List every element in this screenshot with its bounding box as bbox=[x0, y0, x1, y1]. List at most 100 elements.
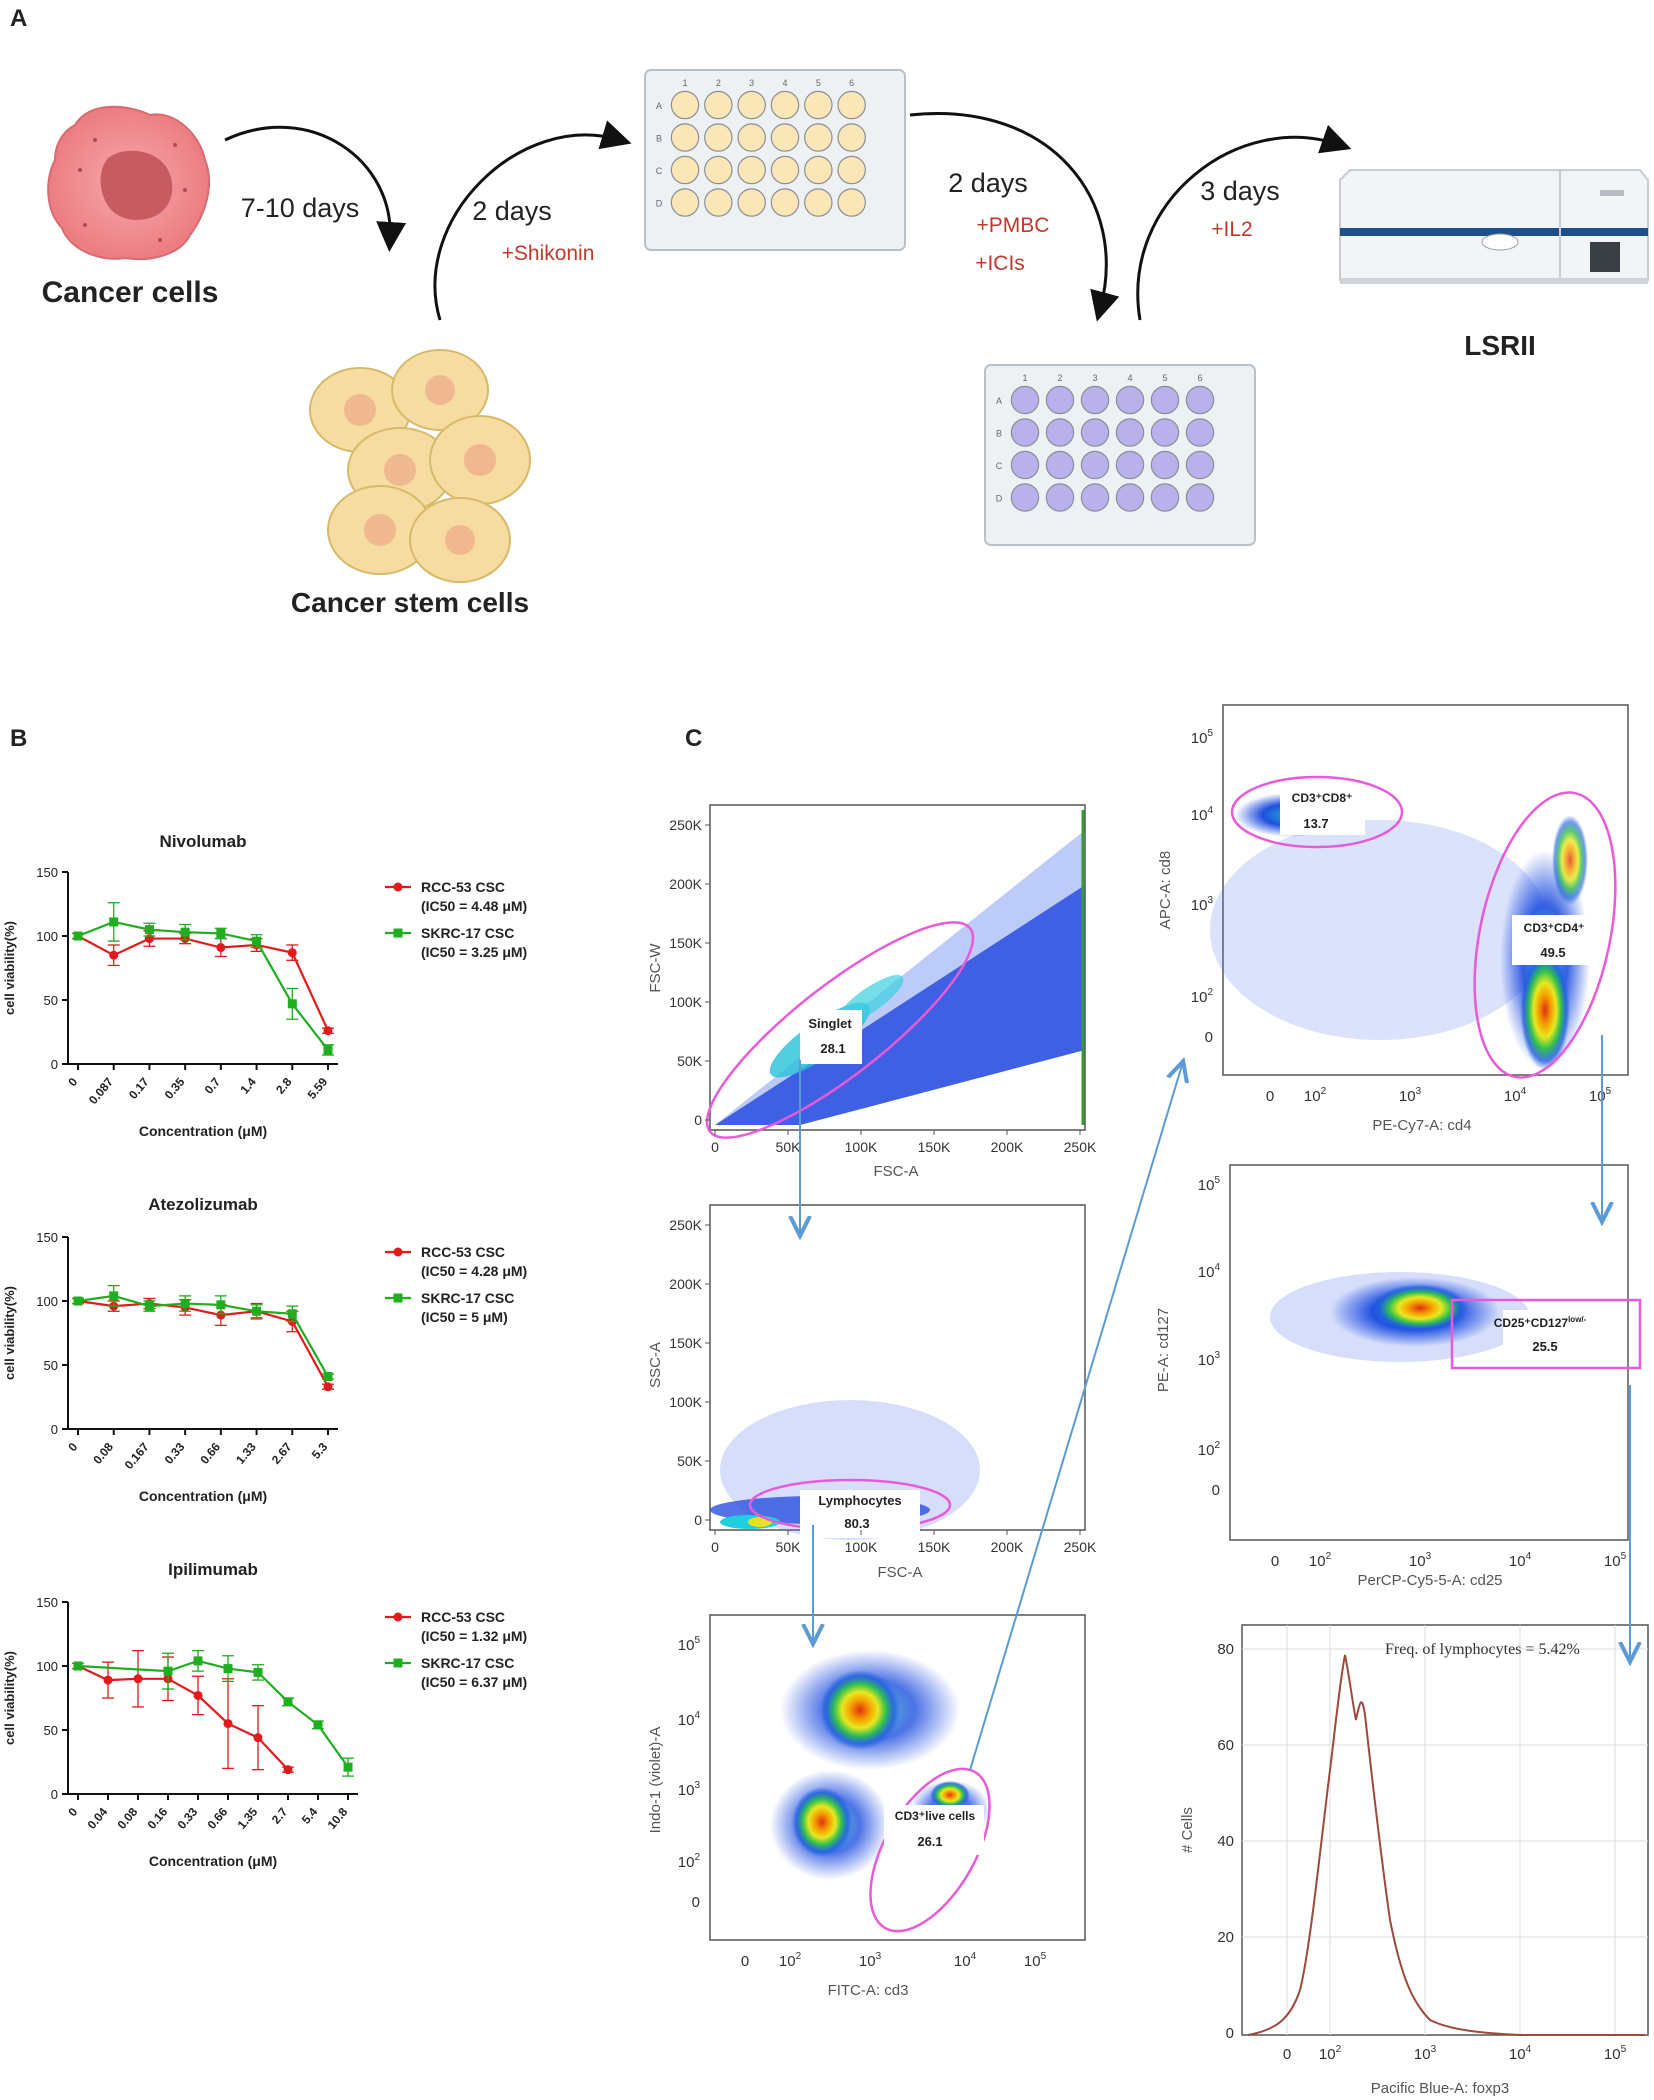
gate-box bbox=[1512, 915, 1597, 965]
flow-plot-lymphocytes: Lymphocytes 80.3 SSC-A FSC-A 0 50K 100K 150… bbox=[647, 1204, 1097, 1581]
plate-shikonin: 1 2 3 4 5 6 A B C D bbox=[644, 69, 906, 251]
plate-well bbox=[1045, 418, 1075, 447]
data-point bbox=[73, 1661, 83, 1671]
y-tick-label: 60 bbox=[1217, 1737, 1234, 1754]
data-point bbox=[180, 927, 190, 937]
plate-col-label: 1 bbox=[1022, 373, 1027, 383]
instrument-label: LSRII bbox=[1464, 330, 1536, 361]
plate-well bbox=[837, 90, 866, 120]
y-tick-label: 100 bbox=[36, 1294, 58, 1309]
data-point bbox=[287, 999, 297, 1009]
step4-add: +IL2 bbox=[1211, 218, 1252, 241]
y-axis-label: PE-A: cd127 bbox=[1155, 1308, 1172, 1392]
plate-well bbox=[1115, 418, 1145, 447]
x-tick-label: 5.3 bbox=[309, 1440, 331, 1462]
y-tick-label: 104 bbox=[678, 1710, 701, 1729]
y-axis-label: cell viability(%) bbox=[2, 1286, 17, 1380]
plate-well bbox=[737, 123, 766, 152]
gate-value: 28.1 bbox=[820, 1041, 845, 1056]
plate-well bbox=[670, 188, 700, 217]
y-tick-label: 100 bbox=[36, 929, 58, 944]
cancer-cell-illustration bbox=[47, 105, 211, 261]
cancer-stem-cells-label: Cancer stem cells bbox=[291, 587, 529, 618]
legend-ic50: (IC50 = 1.32 μM) bbox=[421, 1628, 527, 1644]
y-tick-label: 200K bbox=[669, 1276, 702, 1292]
x-tick-label: 103 bbox=[1409, 1551, 1432, 1570]
data-point bbox=[223, 1664, 233, 1674]
x-axis-label: Pacific Blue-A: foxp3 bbox=[1371, 2080, 1509, 2097]
plot-ticks: 0 102 103 104 105 0 102 103 104 105 bbox=[1191, 728, 1612, 1105]
gate-box bbox=[1503, 1310, 1603, 1360]
series-line-skrc-17-csc bbox=[77, 1659, 349, 1768]
gate-label: CD3⁺CD8⁺ bbox=[1292, 791, 1353, 805]
arrow-stem-to-plate bbox=[433, 120, 632, 321]
plate-well bbox=[770, 188, 800, 217]
data-point bbox=[216, 928, 226, 938]
x-tick-label: 250K bbox=[1064, 1139, 1097, 1155]
plate-well bbox=[1010, 418, 1040, 447]
plate-well bbox=[1185, 418, 1215, 447]
y-tick-label: 250K bbox=[669, 1217, 702, 1233]
chart-title: Nivolumab bbox=[160, 832, 247, 851]
gate-value: 49.5 bbox=[1540, 945, 1565, 960]
step2-days: 2 days bbox=[472, 196, 552, 226]
x-axis-label: PerCP-Cy5-5-A: cd25 bbox=[1357, 1572, 1502, 1589]
x-tick-label: 0.7 bbox=[202, 1075, 224, 1097]
panel-c-label: C bbox=[685, 725, 702, 752]
x-tick-label: 250K bbox=[1064, 1539, 1097, 1555]
data-point bbox=[252, 936, 262, 946]
x-axis-label: FSC-A bbox=[874, 1163, 919, 1180]
arrow-cd3-to-cd4cd8 bbox=[969, 1065, 1182, 1771]
plate-well bbox=[1045, 450, 1075, 480]
y-tick-label: 20 bbox=[1217, 1929, 1234, 1946]
y-tick-label: 250K bbox=[669, 817, 702, 833]
step1-days: 7-10 days bbox=[241, 193, 360, 223]
plate-col-label: 3 bbox=[1092, 373, 1097, 383]
gate-label: Singlet bbox=[808, 1016, 852, 1031]
panel-a-label: A bbox=[10, 5, 27, 32]
y-tick-label: 150 bbox=[36, 1595, 58, 1610]
plate-well bbox=[804, 123, 833, 152]
x-tick-label: 105 bbox=[1589, 1086, 1612, 1105]
gate-label: CD3⁺CD4⁺ bbox=[1524, 921, 1585, 935]
plate-well bbox=[670, 155, 700, 185]
panel-b: B Nivolumab 0 50 100 150 0 0.087 0.17 0.35 0.7 1.4… bbox=[2, 725, 527, 1869]
y-tick-label: 104 bbox=[1191, 805, 1214, 824]
y-axis-label: SSC-A bbox=[647, 1342, 664, 1388]
x-axis-label: PE-Cy7-A: cd4 bbox=[1372, 1117, 1471, 1134]
plate-well bbox=[1150, 385, 1180, 415]
data-point bbox=[253, 1667, 263, 1677]
plate-well bbox=[1010, 450, 1040, 480]
plate-well bbox=[770, 123, 800, 152]
x-tick-label: 2.67 bbox=[269, 1440, 295, 1467]
plate-well bbox=[1185, 385, 1215, 415]
foxp3-histogram-curve bbox=[1247, 1654, 1645, 2036]
x-tick-label: 0.33 bbox=[162, 1440, 188, 1467]
data-point bbox=[103, 1675, 113, 1685]
data-point bbox=[109, 917, 119, 927]
y-axis-label: cell viability(%) bbox=[2, 1651, 17, 1745]
panel-a: A Cancer cells 7-10 days C bbox=[10, 5, 1649, 618]
step3-days: 2 days bbox=[948, 168, 1028, 198]
step2-add: +Shikonin bbox=[502, 242, 595, 265]
gate-box bbox=[1280, 785, 1365, 835]
x-tick-label: 0 bbox=[1271, 1553, 1279, 1570]
plate-well bbox=[770, 90, 800, 120]
x-tick-label: 104 bbox=[954, 1951, 977, 1970]
plate-col-label: 5 bbox=[1162, 373, 1167, 383]
plate-well bbox=[737, 188, 766, 217]
line-chart-ipilimumab: Ipilimumab 0 50 100 150 0 0.04 0.08 0.16 0.33 0.66… bbox=[2, 1560, 527, 1869]
flow-plot-cd3-live: CD3⁺live cells 26.1 Indo-1 (violet)-A FI… bbox=[647, 1614, 1086, 1999]
gate-box bbox=[884, 1805, 984, 1855]
plate-well bbox=[1080, 483, 1110, 512]
y-tick-label: 50K bbox=[677, 1453, 703, 1469]
series-line-skrc-17-csc bbox=[77, 1294, 329, 1378]
chart-title: Ipilimumab bbox=[168, 1560, 258, 1579]
x-tick-label: 104 bbox=[1509, 2044, 1532, 2063]
gate-cd8 bbox=[1230, 775, 1404, 849]
y-tick-label: 0 bbox=[694, 1512, 702, 1528]
y-tick-label: 150K bbox=[669, 935, 702, 951]
x-tick-label: 102 bbox=[1319, 2044, 1342, 2063]
cancer-stem-cells-illustration bbox=[309, 349, 531, 583]
